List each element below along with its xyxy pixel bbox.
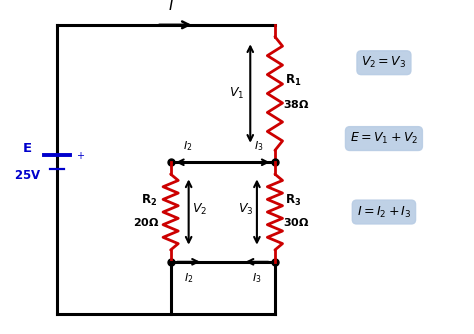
- Text: $\mathit{I_2}$: $\mathit{I_2}$: [184, 271, 193, 285]
- Text: $\mathbf{R_3}$: $\mathbf{R_3}$: [285, 193, 301, 208]
- Text: $\mathbf{25V}$: $\mathbf{25V}$: [14, 169, 41, 182]
- Text: $\mathit{I}$: $\mathit{I}$: [168, 0, 173, 13]
- Text: $\mathit{I_3}$: $\mathit{I_3}$: [254, 139, 263, 153]
- Text: $\mathbf{20\Omega}$: $\mathbf{20\Omega}$: [133, 216, 159, 228]
- Text: $\mathit{V_1}$: $\mathit{V_1}$: [229, 86, 245, 101]
- Text: $\mathit{I_2}$: $\mathit{I_2}$: [182, 139, 192, 153]
- Text: $V_2 = V_3$: $V_2 = V_3$: [361, 55, 407, 70]
- Text: $\mathbf{E}$: $\mathbf{E}$: [22, 143, 33, 156]
- Text: $\mathit{I_3}$: $\mathit{I_3}$: [252, 271, 262, 285]
- Text: $\mathit{V_3}$: $\mathit{V_3}$: [237, 202, 253, 217]
- Text: $\mathbf{30\Omega}$: $\mathbf{30\Omega}$: [283, 216, 310, 228]
- Text: $\mathbf{R_1}$: $\mathbf{R_1}$: [285, 73, 302, 88]
- Text: $I = I_2+I_3$: $I = I_2+I_3$: [356, 204, 411, 219]
- Text: $\mathbf{38\Omega}$: $\mathbf{38\Omega}$: [283, 98, 310, 110]
- Text: $E = V_1+V_2$: $E = V_1+V_2$: [350, 131, 418, 146]
- Text: $\mathit{V_2}$: $\mathit{V_2}$: [192, 202, 208, 217]
- Text: $+$: $+$: [76, 150, 85, 161]
- Text: $\mathbf{R_2}$: $\mathbf{R_2}$: [141, 193, 157, 208]
